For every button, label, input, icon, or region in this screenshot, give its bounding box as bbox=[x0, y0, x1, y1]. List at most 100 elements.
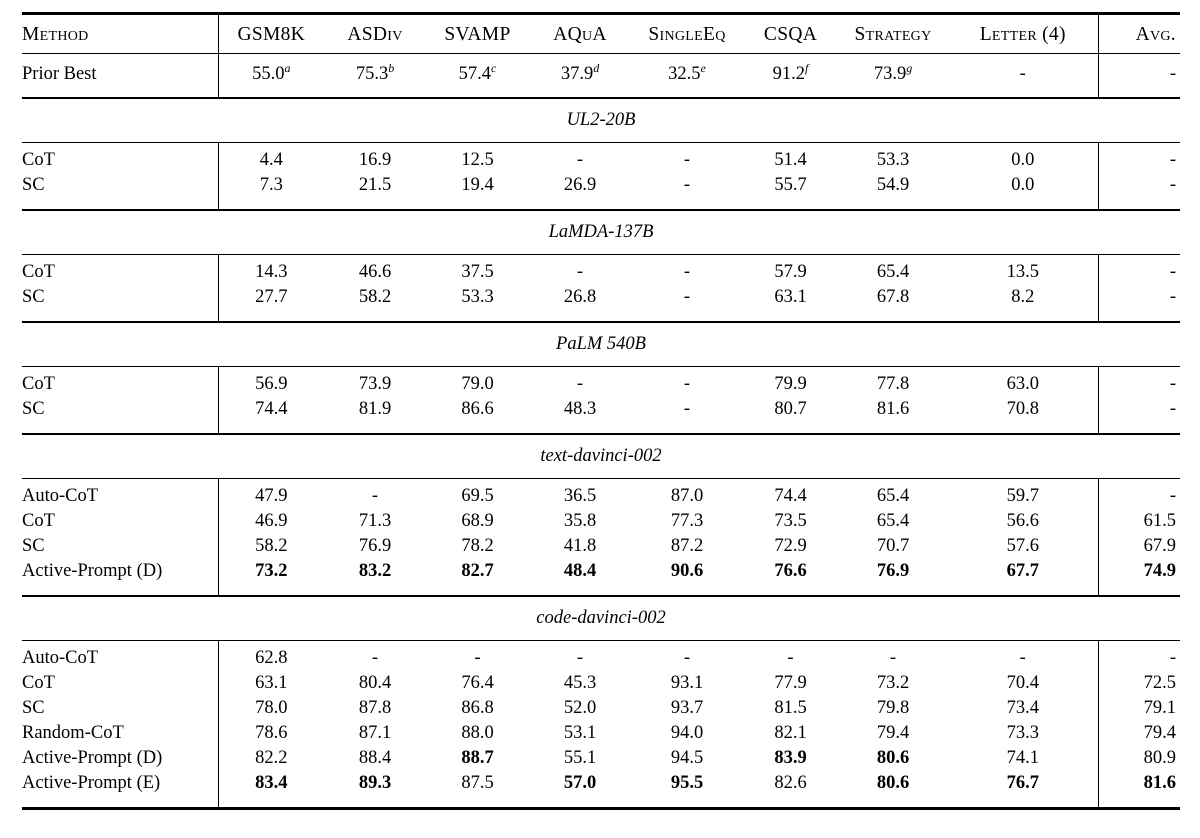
score-value: 89.3 bbox=[324, 771, 426, 809]
score-value: 95.5 bbox=[631, 771, 743, 809]
score-value: 88.0 bbox=[461, 723, 494, 743]
method-label: CoT bbox=[22, 671, 219, 696]
score-value: 79.0 bbox=[461, 374, 494, 394]
score-value: 83.4 bbox=[218, 771, 324, 809]
score-value: 32.5e bbox=[631, 54, 743, 99]
table-row: SC 78.0 87.8 86.8 52.0 93.7 81.5 79.8 73.4 79.1 bbox=[22, 696, 1180, 721]
col-header-svamp: SVAMP bbox=[426, 13, 529, 54]
section-title: PaLM 540B bbox=[22, 321, 1180, 367]
method-label: Auto-CoT bbox=[22, 478, 219, 509]
avg-value: - bbox=[1097, 142, 1180, 173]
score-value: 67.7 bbox=[1006, 561, 1039, 581]
score-value: 7.3 bbox=[259, 175, 283, 195]
table-row: SC 27.7 58.2 53.3 26.8 - 63.1 67.8 8.2 - bbox=[22, 285, 1180, 322]
score-value: 46.9 bbox=[255, 511, 288, 531]
score-value: 82.6 bbox=[774, 773, 807, 793]
score-value: 16.9 bbox=[358, 150, 392, 170]
score-value: - bbox=[787, 648, 794, 668]
cell-value: 83.9 bbox=[774, 748, 807, 768]
table-header: Method GSM8K ASDiv SVAMP AQuA SingleEq CSQA Str… bbox=[22, 13, 1180, 54]
score-value: 78.0 bbox=[255, 698, 288, 718]
table-row: Random-CoT 78.6 87.1 88.0 53.1 94.0 82.1 79.4 73… bbox=[22, 721, 1180, 746]
cell-value: 83.4 bbox=[255, 773, 288, 793]
score-value: 88.4 bbox=[358, 748, 392, 768]
avg-value: 80.9 bbox=[1097, 746, 1180, 771]
score-value: 90.6 bbox=[670, 561, 704, 581]
score-value: 53.1 bbox=[563, 723, 597, 743]
score-value: 79.9 bbox=[774, 374, 807, 394]
cell-value: 95.5 bbox=[670, 773, 704, 793]
table-row-prior-best: Prior Best 55.0a 75.3b 57.4c 37.9d 32.5e 91.2f… bbox=[22, 53, 1180, 99]
score-value: 47.9 bbox=[255, 486, 288, 506]
score-value: 73.9 bbox=[358, 374, 392, 394]
score-value: 37.9d bbox=[529, 54, 631, 99]
table-row: Active-Prompt (D) 82.2 88.4 88.7 55.1 94.5 83.… bbox=[22, 746, 1180, 771]
score-value: 73.2 bbox=[255, 561, 288, 581]
avg-value: - bbox=[1097, 254, 1180, 285]
citation-superscript: c bbox=[491, 60, 497, 75]
score-value: 12.5 bbox=[461, 150, 494, 170]
score-value: 53.3 bbox=[876, 150, 910, 170]
method-label: Auto-CoT bbox=[22, 640, 219, 671]
score-value: 53.3 bbox=[461, 287, 494, 307]
section-header-row: UL2-20B bbox=[22, 97, 1180, 143]
avg-value: - bbox=[1097, 397, 1180, 434]
score-value: - bbox=[474, 648, 481, 668]
table-row: Auto-CoT 62.8 - - - - - - - - bbox=[22, 640, 1180, 671]
citation-superscript: f bbox=[805, 60, 809, 75]
avg-value: 72.5 bbox=[1097, 671, 1180, 696]
cell-value: 91.2 bbox=[772, 64, 806, 84]
col-header-avg: Avg. bbox=[1097, 13, 1180, 54]
score-value: 57.6 bbox=[1006, 536, 1039, 556]
method-label: SC bbox=[22, 696, 219, 721]
cell-value: 81.6 bbox=[1143, 773, 1176, 793]
score-value: 0.0 bbox=[1011, 175, 1035, 195]
avg-value: 81.6 bbox=[1097, 771, 1180, 809]
score-value: 87.5 bbox=[461, 773, 494, 793]
score-value: 87.2 bbox=[670, 536, 704, 556]
score-value: 57.4c bbox=[426, 54, 529, 99]
score-value: 82.2 bbox=[255, 748, 288, 768]
score-value: - bbox=[889, 648, 897, 668]
cell-value: 80.6 bbox=[876, 773, 910, 793]
section-header-row: PaLM 540B bbox=[22, 321, 1180, 367]
score-value: - bbox=[683, 287, 691, 307]
method-label: SC bbox=[22, 285, 219, 322]
score-value: 78.6 bbox=[255, 723, 288, 743]
cell-value: 32.5 bbox=[668, 64, 701, 84]
score-value: - bbox=[576, 150, 584, 170]
table-row: CoT 63.1 80.4 76.4 45.3 93.1 77.9 73.2 70.4 72.5 bbox=[22, 671, 1180, 696]
score-value: 48.3 bbox=[563, 399, 597, 419]
score-value: - bbox=[1019, 648, 1026, 668]
score-value: 76.7 bbox=[948, 771, 1098, 809]
col-header-singleeq: SingleEq bbox=[631, 13, 743, 54]
score-value: 65.4 bbox=[876, 511, 910, 531]
cell-value: 55.0 bbox=[252, 64, 285, 84]
citation-superscript: a bbox=[284, 60, 291, 75]
avg-value: - bbox=[1097, 173, 1180, 210]
section-header-row: LaMDA-137B bbox=[22, 209, 1180, 255]
score-value: 68.9 bbox=[461, 511, 494, 531]
score-value: 27.7 bbox=[255, 287, 288, 307]
table-row: Active-Prompt (D) 73.2 83.2 82.7 48.4 90.6 76.… bbox=[22, 559, 1180, 596]
score-value: 73.5 bbox=[774, 511, 807, 531]
score-value: 91.2f bbox=[743, 54, 838, 99]
method-label: SC bbox=[22, 397, 219, 434]
score-value: 77.3 bbox=[670, 511, 704, 531]
score-value: 87.0 bbox=[670, 486, 704, 506]
score-value: 4.4 bbox=[259, 150, 283, 170]
score-value: - bbox=[683, 150, 691, 170]
score-value: 26.8 bbox=[563, 287, 597, 307]
score-value: 48.4 bbox=[563, 561, 597, 581]
score-value: 14.3 bbox=[255, 262, 288, 282]
score-value: 74.4 bbox=[255, 399, 288, 419]
score-value: 62.8 bbox=[255, 648, 288, 668]
method-label: CoT bbox=[22, 254, 219, 285]
score-value: 73.4 bbox=[1006, 698, 1039, 718]
score-value: - bbox=[683, 648, 691, 668]
score-value: 77.8 bbox=[876, 374, 910, 394]
cell-value: 89.3 bbox=[358, 773, 392, 793]
score-value: 67.8 bbox=[876, 287, 910, 307]
score-value: 52.0 bbox=[563, 698, 597, 718]
table-row: CoT 14.3 46.6 37.5 - - 57.9 65.4 13.5 - bbox=[22, 254, 1180, 285]
